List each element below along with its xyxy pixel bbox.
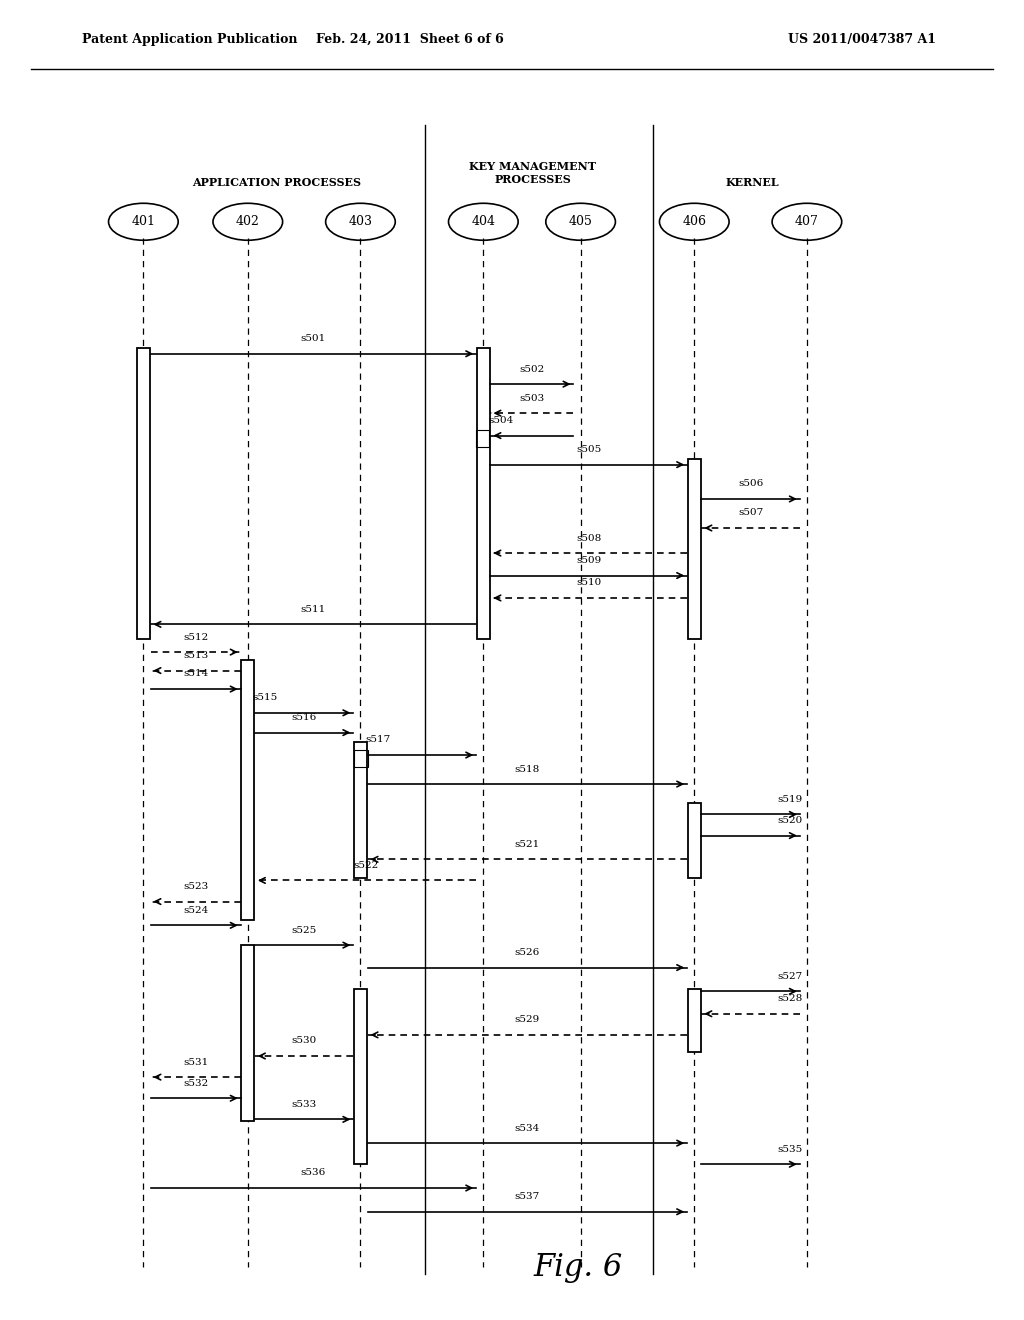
Text: s534: s534 xyxy=(515,1123,540,1133)
Text: 405: 405 xyxy=(568,215,593,228)
Text: s506: s506 xyxy=(738,479,763,488)
Text: Fig. 6: Fig. 6 xyxy=(534,1251,624,1283)
Text: s518: s518 xyxy=(515,764,540,774)
Bar xyxy=(688,803,701,878)
Text: s503: s503 xyxy=(519,393,545,403)
Text: KEY MANAGEMENT
PROCESSES: KEY MANAGEMENT PROCESSES xyxy=(469,161,596,185)
Text: s532: s532 xyxy=(183,1078,208,1088)
Text: s537: s537 xyxy=(515,1192,540,1201)
Bar xyxy=(242,660,254,920)
Text: s529: s529 xyxy=(515,1015,540,1024)
Text: 401: 401 xyxy=(131,215,156,228)
Text: 407: 407 xyxy=(795,215,819,228)
Text: KERNEL: KERNEL xyxy=(726,177,779,187)
Text: s502: s502 xyxy=(519,364,545,374)
Bar xyxy=(354,989,367,1164)
Text: s522: s522 xyxy=(353,861,378,870)
Text: APPLICATION PROCESSES: APPLICATION PROCESSES xyxy=(191,177,361,187)
Bar xyxy=(476,430,489,447)
Text: Feb. 24, 2011  Sheet 6 of 6: Feb. 24, 2011 Sheet 6 of 6 xyxy=(315,33,504,46)
Text: s533: s533 xyxy=(292,1100,316,1109)
Text: s507: s507 xyxy=(738,508,763,517)
Text: s528: s528 xyxy=(777,994,802,1003)
Bar xyxy=(354,742,367,878)
Text: s536: s536 xyxy=(301,1168,326,1177)
Text: s527: s527 xyxy=(777,972,802,981)
Text: s531: s531 xyxy=(183,1057,208,1067)
Text: 403: 403 xyxy=(348,215,373,228)
Text: s515: s515 xyxy=(253,693,278,702)
Text: s511: s511 xyxy=(301,605,326,614)
Text: s509: s509 xyxy=(577,556,601,565)
Text: s523: s523 xyxy=(183,882,208,891)
Text: s517: s517 xyxy=(366,735,390,744)
Bar xyxy=(476,348,489,639)
Text: s504: s504 xyxy=(488,416,513,425)
Text: s514: s514 xyxy=(183,669,208,678)
Text: s501: s501 xyxy=(301,334,326,343)
Text: s524: s524 xyxy=(183,906,208,915)
Text: s512: s512 xyxy=(183,632,208,642)
Bar xyxy=(137,348,151,639)
Text: s516: s516 xyxy=(292,713,316,722)
Text: s521: s521 xyxy=(515,840,540,849)
Bar xyxy=(688,459,701,639)
Bar xyxy=(354,750,368,767)
Text: s520: s520 xyxy=(777,816,802,825)
Bar xyxy=(688,989,701,1052)
Text: s505: s505 xyxy=(577,445,601,454)
Text: s535: s535 xyxy=(777,1144,802,1154)
Text: Patent Application Publication: Patent Application Publication xyxy=(82,33,297,46)
Text: s530: s530 xyxy=(292,1036,316,1045)
Text: s526: s526 xyxy=(515,948,540,957)
Text: s508: s508 xyxy=(577,533,601,543)
Bar xyxy=(242,945,254,1121)
Text: 402: 402 xyxy=(236,215,260,228)
Text: s513: s513 xyxy=(183,651,208,660)
Text: 406: 406 xyxy=(682,215,707,228)
Text: US 2011/0047387 A1: US 2011/0047387 A1 xyxy=(788,33,937,46)
Text: s510: s510 xyxy=(577,578,601,587)
Text: s519: s519 xyxy=(777,795,802,804)
Text: s525: s525 xyxy=(292,925,316,935)
Text: 404: 404 xyxy=(471,215,496,228)
